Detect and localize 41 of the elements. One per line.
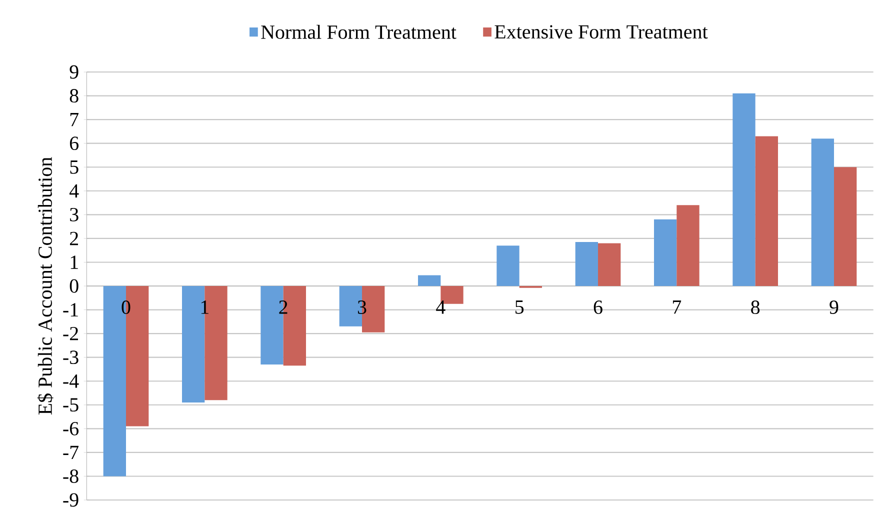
y-axis-title: E$ Public Account Contribution bbox=[37, 157, 54, 415]
legend-label: Normal Form Treatment bbox=[261, 24, 456, 39]
y-tick-label: -8 bbox=[63, 469, 78, 483]
y-tick-label: -2 bbox=[63, 326, 78, 340]
y-tick-label: 2 bbox=[70, 232, 78, 246]
y-tick-label: 5 bbox=[70, 160, 78, 174]
x-tick-label: 4 bbox=[436, 300, 446, 314]
y-tick-label: 4 bbox=[70, 184, 79, 198]
x-tick-label: 7 bbox=[672, 300, 682, 314]
y-tick-label: 8 bbox=[70, 89, 78, 103]
bar bbox=[598, 243, 621, 286]
y-tick-label: -4 bbox=[63, 374, 79, 388]
y-tick-label: -5 bbox=[63, 398, 78, 412]
y-tick-label: -6 bbox=[63, 422, 79, 436]
y-tick-label: 3 bbox=[70, 208, 78, 222]
y-tick-label: -1 bbox=[63, 303, 78, 316]
y-tick-label: 9 bbox=[70, 65, 78, 79]
bar bbox=[834, 167, 857, 286]
x-tick-label: 9 bbox=[830, 300, 838, 314]
x-tick-label: 1 bbox=[201, 300, 208, 314]
bar bbox=[654, 219, 677, 286]
bar bbox=[418, 275, 441, 286]
bar bbox=[496, 246, 520, 286]
x-tick-label: 8 bbox=[751, 300, 760, 314]
bar bbox=[575, 242, 598, 286]
bar bbox=[755, 136, 778, 286]
x-tick-label: 6 bbox=[594, 300, 602, 314]
x-tick-label: 5 bbox=[516, 300, 524, 314]
x-tick-label: 0 bbox=[122, 300, 130, 314]
y-tick-label: -9 bbox=[63, 493, 78, 507]
y-tick-label: -7 bbox=[63, 446, 79, 459]
y-tick-label: 0 bbox=[70, 279, 78, 293]
y-tick-label: -3 bbox=[63, 350, 78, 364]
legend-label: Extensive Form Treatment bbox=[494, 25, 708, 39]
y-tick-label: 7 bbox=[70, 113, 79, 126]
bar bbox=[676, 205, 700, 286]
y-tick-label: 1 bbox=[70, 256, 78, 269]
y-tick-label: 6 bbox=[70, 136, 79, 150]
bar bbox=[732, 93, 756, 286]
x-tick-label: 2 bbox=[279, 300, 288, 314]
bar bbox=[811, 138, 834, 286]
